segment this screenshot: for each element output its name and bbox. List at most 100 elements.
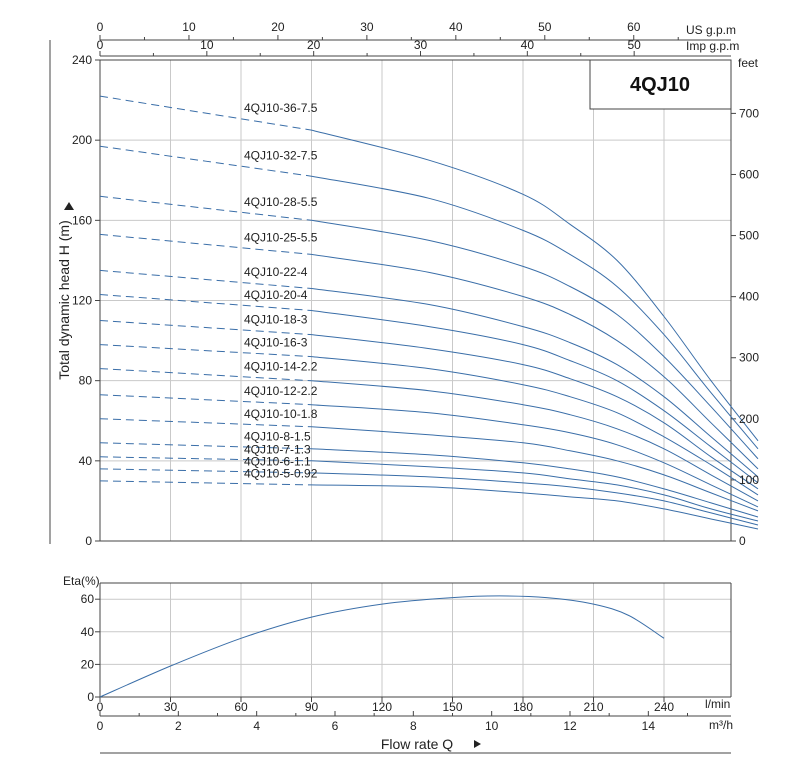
- unit-m3h: m³/h: [709, 718, 733, 732]
- us-gpm-tick-label: 20: [271, 20, 285, 34]
- head-curve: [311, 380, 759, 502]
- imp-gpm-tick-label: 0: [97, 38, 104, 52]
- feet-tick-label: 200: [739, 412, 759, 426]
- head-curve: [311, 460, 759, 522]
- title-badge: 4QJ10: [589, 59, 732, 110]
- series-label: 4QJ10-5-0.92: [244, 466, 318, 480]
- imp-gpm-tick-label: 10: [200, 38, 214, 52]
- labels-layer: 0408012016020024001002003004005006007000…: [72, 20, 759, 733]
- unit-lmin: l/min: [705, 697, 730, 711]
- lmin-tick-label: 0: [97, 700, 104, 714]
- curves-layer: [99, 95, 759, 698]
- chart-title: 4QJ10: [630, 74, 690, 96]
- head-curve: [311, 129, 759, 442]
- series-label: 4QJ10-22-4: [244, 265, 308, 279]
- y-tick-label: 240: [72, 53, 92, 67]
- head-curve-dashed: [99, 394, 312, 406]
- lmin-tick-label: 150: [442, 700, 462, 714]
- series-label: 4QJ10-36-7.5: [244, 101, 318, 115]
- lmin-tick-label: 60: [234, 700, 248, 714]
- y-axis-title: Total dynamic head H (m): [56, 220, 72, 380]
- series-label: 4QJ10-20-4: [244, 288, 308, 302]
- y-tick-label: 160: [72, 213, 92, 227]
- eta-y-tick-label: 40: [81, 625, 95, 639]
- series-label: 4QJ10-16-3: [244, 335, 308, 349]
- imp-gpm-tick-label: 20: [307, 38, 321, 52]
- head-curve-dashed: [99, 344, 312, 358]
- us-gpm-tick-label: 0: [97, 20, 104, 34]
- series-label: 4QJ10-32-7.5: [244, 149, 318, 163]
- frame-layer: [49, 35, 736, 754]
- head-curve-dashed: [99, 269, 312, 289]
- head-curve-dashed: [99, 320, 312, 336]
- eta-y-tick-label: 20: [81, 657, 95, 671]
- series-label: 4QJ10-7-1.3: [244, 442, 311, 456]
- head-curve-dashed: [99, 442, 312, 450]
- y-tick-label: 0: [85, 534, 92, 548]
- imp-gpm-tick-label: 50: [627, 38, 641, 52]
- eta-y-tick-label: 60: [81, 592, 95, 606]
- head-curve-dashed: [99, 418, 312, 428]
- feet-tick-label: 700: [739, 106, 759, 120]
- feet-tick-label: 0: [739, 534, 746, 548]
- head-curve: [311, 404, 759, 508]
- head-curve: [311, 310, 759, 484]
- m3h-tick-label: 6: [332, 719, 339, 733]
- imp-gpm-tick-label: 30: [414, 38, 428, 52]
- us-gpm-tick-label: 40: [449, 20, 463, 34]
- us-gpm-tick-label: 10: [182, 20, 196, 34]
- x-axis-arrow-icon: [474, 740, 481, 748]
- lmin-tick-label: 240: [654, 700, 674, 714]
- head-curve-dashed: [99, 456, 312, 462]
- head-curve-dashed: [99, 233, 312, 255]
- eta-axis-title: Eta(%): [63, 574, 100, 588]
- feet-tick-label: 400: [739, 290, 759, 304]
- head-curve: [311, 288, 759, 478]
- y-tick-label: 200: [72, 133, 92, 147]
- head-curve: [311, 175, 759, 450]
- series-label: 4QJ10-18-3: [244, 313, 308, 327]
- y-tick-label: 120: [72, 294, 92, 308]
- x-axis-title: Flow rate Q: [381, 736, 453, 752]
- lmin-tick-label: 120: [372, 700, 392, 714]
- lmin-tick-label: 210: [583, 700, 603, 714]
- series-label: 4QJ10-25-5.5: [244, 230, 318, 244]
- series-label: 4QJ10-10-1.8: [244, 407, 318, 421]
- us-gpm-tick-label: 60: [627, 20, 641, 34]
- head-curve: [311, 356, 759, 496]
- series-label: 4QJ10-8-1.5: [244, 430, 311, 444]
- head-curve-dashed: [99, 195, 312, 221]
- head-curve-dashed: [99, 368, 312, 382]
- unit-feet: feet: [738, 56, 759, 70]
- efficiency-curve: [99, 595, 665, 698]
- unit-imp-gpm: Imp g.p.m: [686, 39, 739, 53]
- y-axis-arrow-icon: [64, 202, 74, 210]
- m3h-tick-label: 10: [485, 719, 499, 733]
- head-curve-dashed: [99, 145, 312, 177]
- head-curve: [311, 334, 759, 490]
- head-curve: [311, 448, 759, 518]
- head-curve-dashed: [99, 294, 312, 311]
- feet-tick-label: 300: [739, 351, 759, 365]
- m3h-tick-label: 4: [253, 719, 260, 733]
- head-curve: [311, 219, 759, 460]
- m3h-tick-label: 0: [97, 719, 104, 733]
- us-gpm-tick-label: 50: [538, 20, 552, 34]
- head-curve: [311, 253, 759, 470]
- y-tick-label: 80: [79, 374, 93, 388]
- head-curve-dashed: [99, 95, 312, 131]
- head-curve-dashed: [99, 480, 312, 486]
- feet-tick-label: 100: [739, 473, 759, 487]
- series-label: 4QJ10-14-2.2: [244, 359, 318, 373]
- lmin-tick-label: 90: [305, 700, 319, 714]
- series-label: 4QJ10-28-5.5: [244, 195, 318, 209]
- head-curve-dashed: [99, 468, 312, 474]
- head-curve: [311, 426, 759, 512]
- unit-us-gpm: US g.p.m: [686, 23, 736, 37]
- imp-gpm-tick-label: 40: [521, 38, 535, 52]
- head-curve: [311, 472, 759, 526]
- us-gpm-tick-label: 30: [360, 20, 374, 34]
- m3h-tick-label: 14: [642, 719, 656, 733]
- series-label: 4QJ10-12-2.2: [244, 384, 318, 398]
- m3h-tick-label: 8: [410, 719, 417, 733]
